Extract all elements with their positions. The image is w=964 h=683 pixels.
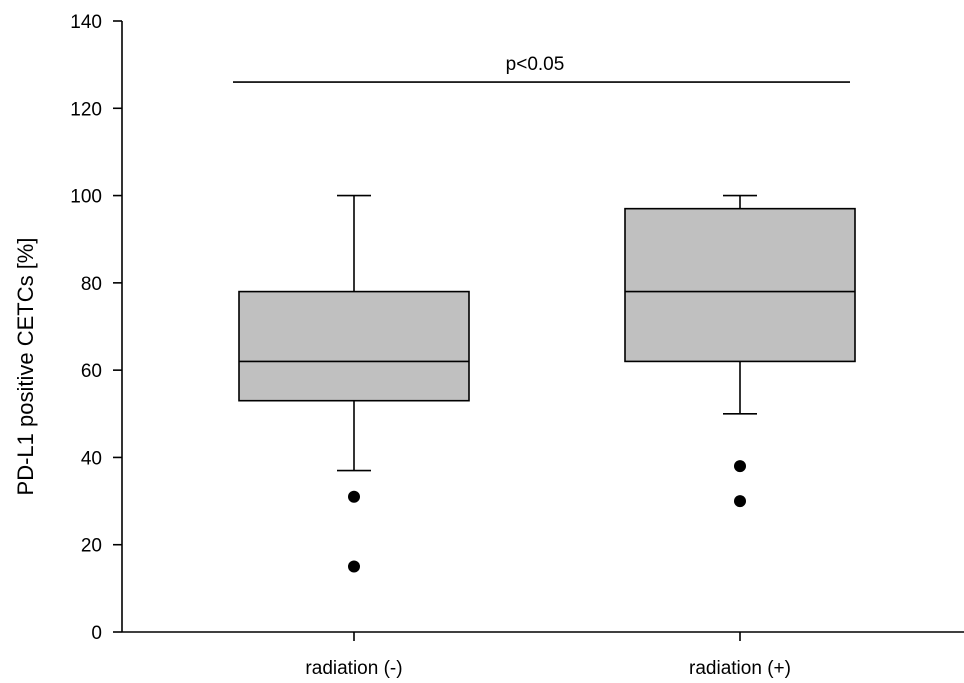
x-tick-label: radiation (+) bbox=[689, 658, 791, 679]
box-1 bbox=[238, 194, 470, 573]
y-tick-label: 140 bbox=[70, 12, 102, 33]
y-tick-label: 40 bbox=[81, 448, 102, 469]
y-tick-label: 120 bbox=[70, 99, 102, 120]
outlier-point bbox=[734, 495, 746, 508]
outlier-point bbox=[734, 460, 746, 473]
y-axis-ticks: 0 20 40 60 80 100 120 140 bbox=[70, 12, 122, 644]
y-axis-label: PD-L1 positive CETCs [%] bbox=[13, 238, 38, 496]
outlier-point bbox=[348, 560, 360, 573]
y-tick-label: 20 bbox=[81, 536, 102, 557]
x-tick-label: radiation (-) bbox=[305, 658, 402, 679]
boxes bbox=[238, 194, 856, 573]
p-value-label: p<0.05 bbox=[506, 54, 565, 75]
y-tick-label: 0 bbox=[91, 623, 102, 644]
iqr-box bbox=[238, 290, 470, 402]
significance-annotation: p<0.05 bbox=[233, 54, 850, 83]
x-axis-ticks: radiation (-) radiation (+) bbox=[305, 632, 791, 679]
y-tick-label: 60 bbox=[81, 361, 102, 382]
y-tick-label: 80 bbox=[81, 274, 102, 295]
outlier-point bbox=[348, 490, 360, 503]
axes bbox=[121, 21, 964, 633]
iqr-box bbox=[624, 207, 856, 363]
box-2 bbox=[624, 194, 856, 508]
y-tick-label: 100 bbox=[70, 187, 102, 208]
